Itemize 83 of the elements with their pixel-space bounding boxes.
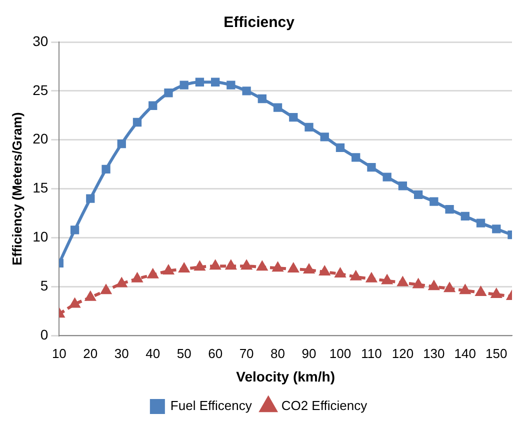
point <box>304 264 314 274</box>
x-tick-label: 30 <box>114 346 129 361</box>
point <box>194 262 205 271</box>
point <box>460 212 470 221</box>
point <box>304 122 314 132</box>
legend-label: Fuel Efficency <box>170 398 252 414</box>
y-tick-label: 0 <box>40 326 48 342</box>
point <box>226 80 236 90</box>
y-tick-label: 20 <box>32 130 48 147</box>
x-tick-label: 20 <box>83 346 98 361</box>
x-tick-label: 150 <box>486 346 508 361</box>
y-tick-label: 10 <box>32 228 48 245</box>
point <box>70 226 80 234</box>
x-tick-label: 120 <box>392 346 414 361</box>
legend-label: CO2 Efficiency <box>281 398 368 414</box>
point <box>445 205 454 214</box>
point <box>476 287 486 296</box>
point <box>273 103 282 112</box>
point <box>242 260 252 270</box>
y-axis-title: Efficiency (Meters/Gram) <box>9 112 24 266</box>
y-tick-label: 15 <box>32 180 48 196</box>
point <box>258 94 266 104</box>
point <box>476 218 486 228</box>
point <box>102 164 110 174</box>
y-tick-label: 5 <box>40 278 48 294</box>
point <box>288 264 298 273</box>
point <box>492 224 501 234</box>
point <box>164 266 174 275</box>
x-tick-label: 40 <box>146 346 160 361</box>
x-tick-label: 110 <box>361 346 382 361</box>
point <box>179 264 190 273</box>
point <box>352 153 360 162</box>
point <box>382 275 392 284</box>
point <box>85 292 96 301</box>
point <box>257 262 268 271</box>
chart-title: Efficiency <box>224 14 296 32</box>
x-tick-label: 140 <box>454 346 476 361</box>
point <box>272 262 283 272</box>
point <box>398 182 408 190</box>
point <box>491 288 502 298</box>
point <box>148 269 158 278</box>
point <box>132 118 142 127</box>
x-tick-label: 80 <box>270 346 286 361</box>
point <box>164 88 173 98</box>
point <box>350 271 361 280</box>
x-tick-label: 70 <box>239 346 254 361</box>
y-tick-label: 25 <box>32 82 48 98</box>
point <box>117 139 126 148</box>
point <box>101 285 111 294</box>
x-tick-label: 60 <box>208 346 223 361</box>
point <box>86 194 95 203</box>
x-tick-label: 100 <box>329 346 352 361</box>
point <box>335 268 346 278</box>
point <box>148 101 158 110</box>
point <box>320 266 330 276</box>
point <box>428 281 439 290</box>
x-axis-title: Velocity (km/h) <box>236 368 335 384</box>
point <box>367 162 376 172</box>
point <box>195 78 204 86</box>
point <box>210 78 220 86</box>
point <box>320 132 329 142</box>
point <box>116 278 127 288</box>
point <box>242 86 251 96</box>
point <box>382 172 392 182</box>
point <box>398 277 408 286</box>
point <box>210 260 220 270</box>
x-tick-label: 10 <box>52 346 66 361</box>
y-tick-label: 30 <box>32 32 48 49</box>
point <box>414 190 423 199</box>
point <box>430 197 438 206</box>
x-tick-label: 50 <box>176 346 192 361</box>
point <box>460 285 470 294</box>
x-tick-label: 130 <box>423 346 445 361</box>
point <box>132 273 142 282</box>
point <box>70 298 80 308</box>
point <box>336 143 345 152</box>
point <box>226 260 236 270</box>
point <box>366 273 376 282</box>
point <box>289 113 298 122</box>
x-tick-label: 90 <box>302 346 316 361</box>
point <box>180 80 188 90</box>
point <box>444 283 455 292</box>
point <box>413 279 424 288</box>
